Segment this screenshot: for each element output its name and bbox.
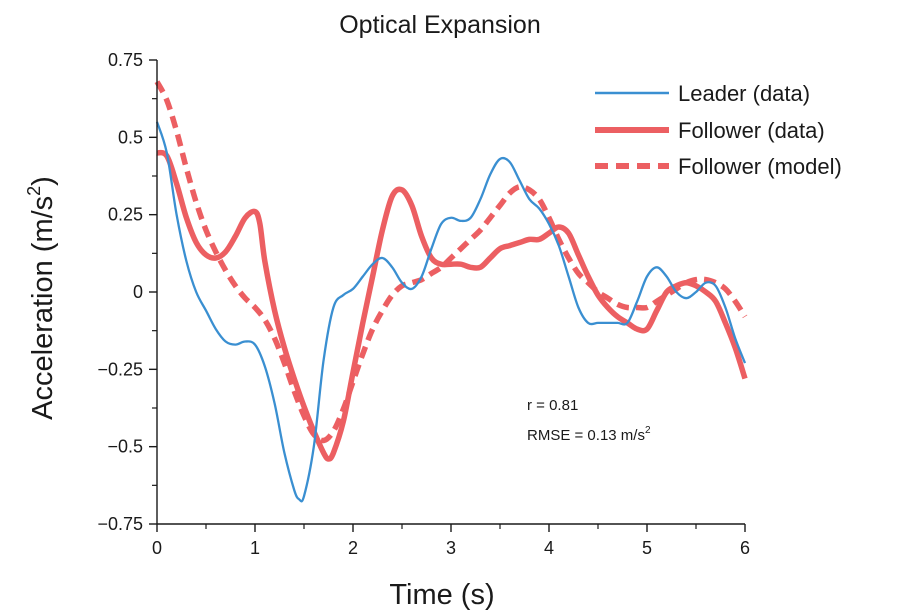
y-axis-label-main: Acceleration (m/s	[27, 196, 59, 420]
y-tick-label: 0.75	[108, 50, 143, 70]
y-tick-label: 0.5	[118, 127, 143, 147]
legend: Leader (data) Follower (data) Follower (…	[595, 81, 842, 179]
annotation-rmse-main: RMSE = 0.13 m/s	[527, 427, 645, 444]
x-tick-label: 3	[446, 538, 456, 558]
y-axis-label: Acceleration (m/s2)	[24, 176, 59, 420]
annotation-r: r = 0.81	[527, 397, 578, 414]
chart-title: Optical Expansion	[339, 11, 541, 39]
series-line-follower-model	[154, 80, 748, 444]
x-tick-label: 0	[152, 538, 162, 558]
legend-label-follower-data: Follower (data)	[678, 118, 825, 143]
y-ticks: 0.75 0.5 0.25 0 −0.25 −0.5 −0.75	[97, 50, 157, 534]
series-layer	[154, 80, 748, 503]
series-line-follower-data	[156, 149, 748, 462]
x-axis-label: Time (s)	[389, 579, 494, 611]
y-tick-label: −0.75	[97, 514, 143, 534]
x-tick-label: 5	[642, 538, 652, 558]
y-tick-label: 0.25	[108, 205, 143, 225]
legend-label-leader: Leader (data)	[678, 81, 810, 106]
y-axis-label-exponent: 2	[24, 186, 44, 196]
x-tick-label: 6	[740, 538, 750, 558]
x-tick-label: 2	[348, 538, 358, 558]
legend-label-follower-model: Follower (model)	[678, 154, 842, 179]
y-axis-label-close: )	[27, 176, 59, 186]
annotation-rmse-exponent: 2	[645, 425, 651, 436]
annotation-rmse: RMSE = 0.13 m/s2	[527, 425, 651, 444]
x-tick-label: 4	[544, 538, 554, 558]
y-tick-label: −0.5	[107, 437, 143, 457]
series-line-leader-data	[155, 121, 747, 503]
x-ticks: 0 1 2 3 4 5 6	[152, 524, 750, 558]
x-tick-label: 1	[250, 538, 260, 558]
y-tick-label: −0.25	[97, 359, 143, 379]
y-tick-label: 0	[133, 282, 143, 302]
